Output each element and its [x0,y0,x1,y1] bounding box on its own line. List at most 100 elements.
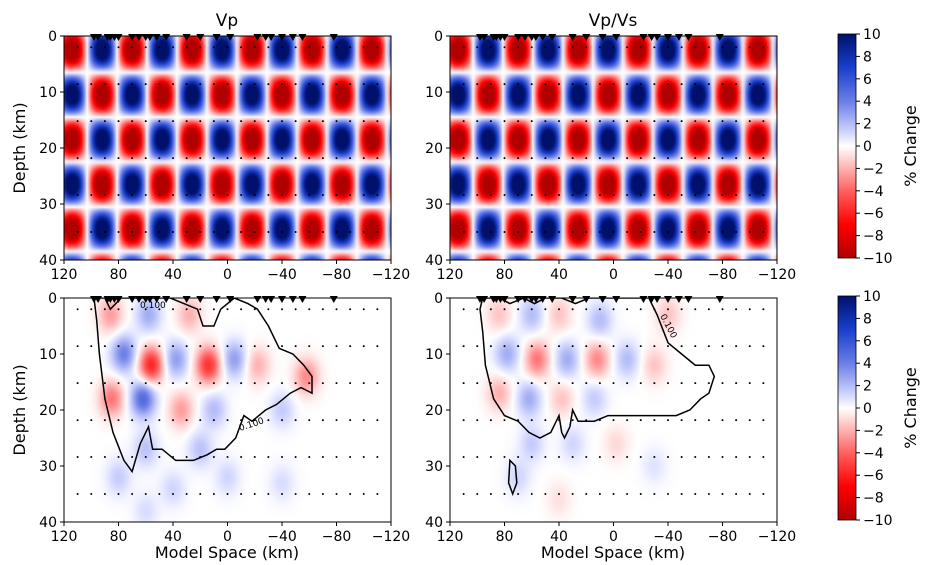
grid-node [294,456,297,459]
grid-node [517,83,520,86]
grid-node [585,157,588,160]
grid-node [462,493,465,495]
grid-node [762,231,765,233]
colorbar-tick-label: 8 [863,49,872,65]
grid-node [226,493,229,495]
grid-node [530,308,533,311]
panel-vp-input: Vp Depth (km) 0 10 20 30 40 120 80 40 0 −40 −80 −1… [10,11,410,283]
grid-node [721,308,724,311]
grid-node [144,231,147,233]
grid-node [212,308,215,311]
grid-node [707,308,710,311]
y-tick-label: 30 [425,459,443,475]
grid-node [321,308,324,311]
grid-node [362,231,365,233]
colorbar-tick-label: 0 [863,139,872,155]
grid-node [462,419,465,422]
grid-node [362,83,365,86]
grid-node [694,83,697,86]
grid-node [349,419,352,422]
grid-node [172,231,174,233]
grid-node [639,382,642,385]
grid-node [294,46,297,49]
grid-node [349,231,352,233]
grid-node [571,46,574,49]
grid-node [212,83,215,86]
grid-node [626,231,629,233]
grid-node [199,120,202,123]
grid-node [199,194,202,197]
grid-node [308,231,311,233]
grid-node [131,46,134,49]
grid-dots [462,46,765,233]
grid-node [199,83,202,86]
grid-node [707,46,710,49]
colorbar-tick-label: 4 [863,94,872,110]
colorbar-tick-label: −4 [863,446,884,462]
grid-node [762,83,765,86]
grid-node [585,120,588,123]
grid-node [335,382,338,385]
grid-node [185,419,188,422]
grid-node [76,456,79,459]
grid-node [376,308,379,311]
grid-node [281,83,283,86]
grid-node [199,308,202,311]
grid-node [90,382,93,385]
y-axis-label: Depth (km) [10,364,29,455]
grid-node [103,120,106,123]
grid-node [762,345,765,348]
grid-node [530,194,533,197]
grid-node [598,382,601,385]
x-tick-label: 120 [437,267,464,283]
grid-node [158,419,161,422]
y-tick-label: 10 [425,347,443,363]
grid-node [103,382,106,385]
grid-node [117,456,120,459]
grid-node [144,456,147,459]
grid-node [199,419,202,422]
grid-node [721,46,724,49]
colorbar-tick-label: −6 [863,206,884,222]
y-ticks: 0 10 20 30 40 [39,29,64,269]
grid-node [117,345,120,348]
grid-node [680,345,683,348]
grid-node [585,46,588,49]
x-tick-label: 80 [496,529,514,545]
grid-node [612,83,615,86]
grid-node [762,157,765,160]
x-tick-label: −40 [653,267,683,283]
grid-node [626,382,629,385]
grid-node [376,419,379,422]
grid-node [376,157,379,160]
grid-node [131,83,134,86]
y-ticks: 0 10 20 30 40 [39,291,64,531]
x-tick-label: 40 [550,267,568,283]
grid-node [639,194,642,197]
grid-node [544,419,547,422]
grid-node [694,493,697,495]
y-tick-label: 10 [39,85,57,101]
x-ticks: 120 80 40 0 −40 −80 −120 [437,260,796,283]
grid-node [240,493,243,495]
grid-node [694,345,697,348]
grid-node [476,231,479,233]
grid-node [267,157,270,160]
grid-node [612,231,615,233]
grid-node [680,194,683,197]
grid-node [653,345,656,348]
grid-node [281,308,283,311]
grid-node [558,120,560,123]
grid-node [667,120,669,123]
grid-node [335,231,338,233]
grid-node [76,157,79,160]
y-tick-label: 40 [425,253,443,269]
colorbar-tick-label: −8 [863,229,884,245]
grid-node [117,308,120,311]
grid-node [308,83,311,86]
grid-node [240,308,243,311]
colorbar-tick-label: −10 [863,513,893,529]
grid-node [376,194,379,197]
grid-node [226,419,229,422]
grid-node [489,83,492,86]
